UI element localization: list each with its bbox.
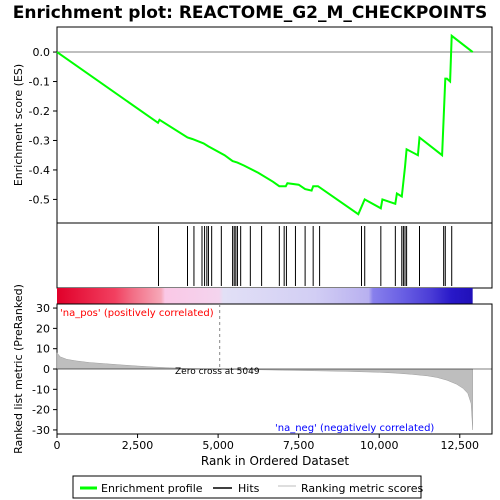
x-tick-label: 2,500 [122, 439, 154, 452]
metric-y-axis-label: Ranked list metric (PreRanked) [12, 284, 25, 454]
negative-correlation-label: 'na_neg' (negatively correlated) [275, 423, 434, 434]
legend-metric-label: Ranking metric scores [301, 482, 423, 495]
x-axis-label: Rank in Ordered Dataset [201, 454, 349, 468]
x-tick-label: 0 [54, 439, 61, 452]
es-y-axis-ticks: 0.0 -0.1 -0.2 -0.3 -0.4 -0.5 [29, 46, 57, 206]
es-y-tick-label: -0.1 [29, 76, 50, 89]
zero-cross-label: Zero cross at 5049 [175, 367, 260, 377]
x-tick-label: 12,500 [441, 439, 480, 452]
es-y-tick-label: 0.0 [33, 46, 51, 59]
x-tick-label: 5,000 [202, 439, 234, 452]
positive-correlation-label: 'na_pos' (positively correlated) [60, 308, 214, 319]
metric-y-tick-label: -10 [32, 383, 50, 396]
metric-y-tick-label: 30 [36, 302, 50, 315]
chart-title: Enrichment plot: REACTOME_G2_M_CHECKPOIN… [13, 3, 487, 23]
metric-y-tick-label: -20 [32, 404, 50, 417]
es-y-tick-label: -0.2 [29, 105, 50, 118]
rank-gradient-bar [57, 288, 473, 304]
enrichment-score-panel: 0.0 -0.1 -0.2 -0.3 -0.4 -0.5 Enrichment score… [12, 27, 492, 223]
metric-y-tick-label: 20 [36, 322, 50, 335]
x-tick-label: 7,500 [283, 439, 315, 452]
legend-enrichment-label: Enrichment profile [101, 482, 203, 495]
metric-y-tick-label: 0 [43, 363, 50, 376]
es-y-axis-label: Enrichment score (ES) [12, 64, 25, 186]
legend-hits-label: Hits [238, 482, 260, 495]
enrichment-panel-frame [57, 27, 492, 223]
x-axis: 0 2,500 5,000 7,500 10,000 12,500 [54, 434, 480, 452]
metric-y-axis-ticks: 30 20 10 0 -10 -20 -30 [32, 302, 57, 437]
hits-panel-frame [57, 223, 492, 288]
rank-gradient [57, 288, 473, 304]
hits-panel [57, 223, 492, 288]
es-y-tick-label: -0.3 [29, 134, 50, 147]
legend: Enrichment profile Hits Ranking metric s… [73, 476, 423, 498]
ranking-metric-panel: 30 20 10 0 -10 -20 -30 'na_pos' (positively co… [12, 284, 492, 454]
metric-y-tick-label: 10 [36, 343, 50, 356]
es-y-tick-label: -0.4 [29, 164, 50, 177]
es-y-tick-label: -0.5 [29, 193, 50, 206]
x-tick-label: 10,000 [360, 439, 399, 452]
metric-y-tick-label: -30 [32, 424, 50, 437]
